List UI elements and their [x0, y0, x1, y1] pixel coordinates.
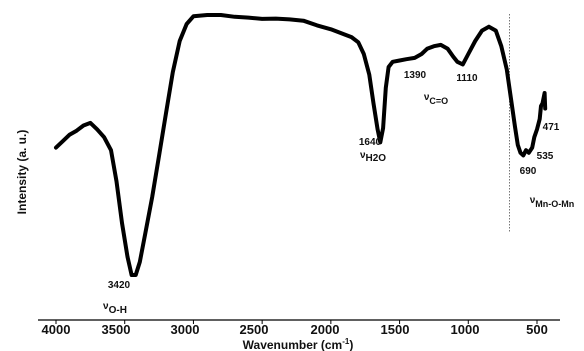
- x-tick-label-1500: 1500: [381, 322, 410, 337]
- x-tick-label-500: 500: [526, 322, 548, 337]
- peak-label-1390: 1390: [404, 70, 427, 81]
- peak-label-690: 690: [520, 166, 537, 177]
- assignment-sub-o-h: O-H: [109, 305, 127, 316]
- x-ticks: [55, 320, 538, 324]
- x-tick-label-1000: 1000: [451, 322, 480, 337]
- assignment-sub-c-o: C=O: [429, 96, 448, 106]
- assignment-label-o-h: νO-H: [103, 301, 127, 316]
- x-tick-label-4000: 4000: [42, 322, 71, 337]
- assignment-label-mn-o-mn: νMn-O-Mn: [530, 195, 575, 209]
- x-axis-title-superscript: -1: [342, 337, 350, 346]
- peak-label-3420: 3420: [108, 280, 131, 291]
- assignment-symbol-h2o: ν: [360, 150, 366, 161]
- x-axis-title: Wavenumber (cm-1): [243, 337, 354, 351]
- peak-label-1110: 1110: [456, 73, 478, 84]
- x-tick-label-3500: 3500: [102, 322, 131, 337]
- x-tick-label-2000: 2000: [311, 322, 340, 337]
- x-axis-title-close: ): [349, 338, 353, 351]
- peak-label-1640: 1640: [359, 137, 382, 148]
- y-axis-title: Intensity (a. u.): [15, 130, 29, 215]
- assignment-sub-h2o: H2O: [366, 153, 387, 164]
- x-tick-label-2500: 2500: [240, 322, 269, 337]
- assignment-symbol-mn-o-mn: ν: [530, 195, 536, 206]
- assignment-sub-mn-o-mn: Mn-O-Mn: [535, 199, 574, 209]
- assignment-label-c-o: νC=O: [424, 92, 448, 106]
- assignment-symbol-c-o: ν: [424, 92, 430, 103]
- x-tick-label-3000: 3000: [171, 322, 200, 337]
- x-axis-title-main: Wavenumber (cm: [243, 338, 343, 351]
- assignment-symbol-o-h: ν: [103, 301, 109, 312]
- spectrum-line: [54, 13, 548, 277]
- assignment-label-h2o: νH2O: [360, 150, 386, 164]
- peak-label-471: 471: [543, 122, 560, 133]
- peak-label-535: 535: [537, 151, 554, 162]
